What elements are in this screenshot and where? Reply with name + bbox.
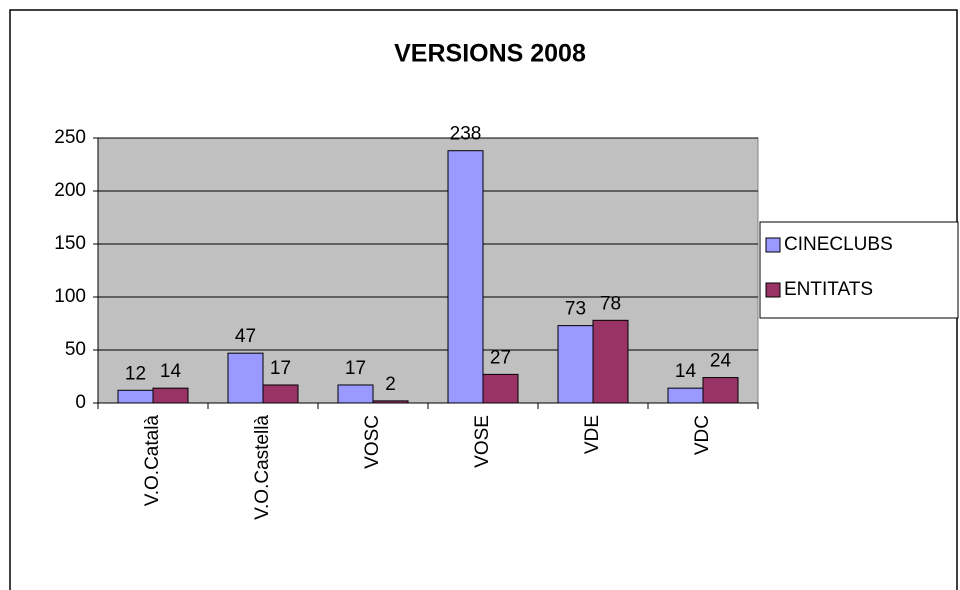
y-tick-label: 200 (54, 180, 86, 201)
data-label: 14 (160, 361, 182, 382)
bar (592, 319, 629, 404)
bar (372, 400, 409, 404)
y-tick-label: 0 (75, 392, 86, 413)
data-label: 24 (710, 351, 732, 372)
data-label: 73 (565, 299, 586, 320)
y-tick-label: 150 (54, 233, 86, 254)
legend-swatch (765, 237, 781, 253)
bar (482, 373, 519, 404)
x-tick-label: VOSE (472, 415, 493, 468)
bar (337, 384, 374, 404)
bar (227, 352, 264, 404)
x-tick-label: VOSC (362, 415, 383, 469)
bar (117, 389, 154, 404)
x-tick-label: V.O.Castellà (252, 415, 273, 520)
x-tick-label: VDE (582, 415, 603, 454)
data-label: 12 (125, 363, 146, 384)
bar (262, 384, 299, 404)
x-tick-label: VDC (692, 415, 713, 455)
data-label: 17 (345, 358, 366, 379)
data-label: 238 (450, 124, 482, 145)
legend-swatch (765, 282, 781, 298)
bar (667, 387, 704, 404)
bar (152, 387, 189, 404)
data-label: 27 (490, 347, 511, 368)
y-tick-label: 50 (65, 339, 86, 360)
legend-box (759, 221, 959, 319)
bar (702, 377, 739, 404)
chart-title: VERSIONS 2008 (394, 40, 586, 68)
legend-label: CINECLUBS (784, 234, 893, 255)
data-label: 14 (675, 361, 697, 382)
x-tick-label: V.O.Català (142, 415, 163, 507)
y-tick-label: 250 (54, 127, 86, 148)
y-tick-label: 100 (54, 286, 86, 307)
bar (557, 325, 594, 404)
plot-area (97, 137, 759, 404)
data-label: 17 (270, 358, 291, 379)
data-label: 2 (385, 374, 396, 395)
data-label: 47 (235, 326, 256, 347)
data-label: 78 (600, 293, 621, 314)
bar (447, 150, 484, 404)
legend-label: ENTITATS (784, 279, 873, 300)
